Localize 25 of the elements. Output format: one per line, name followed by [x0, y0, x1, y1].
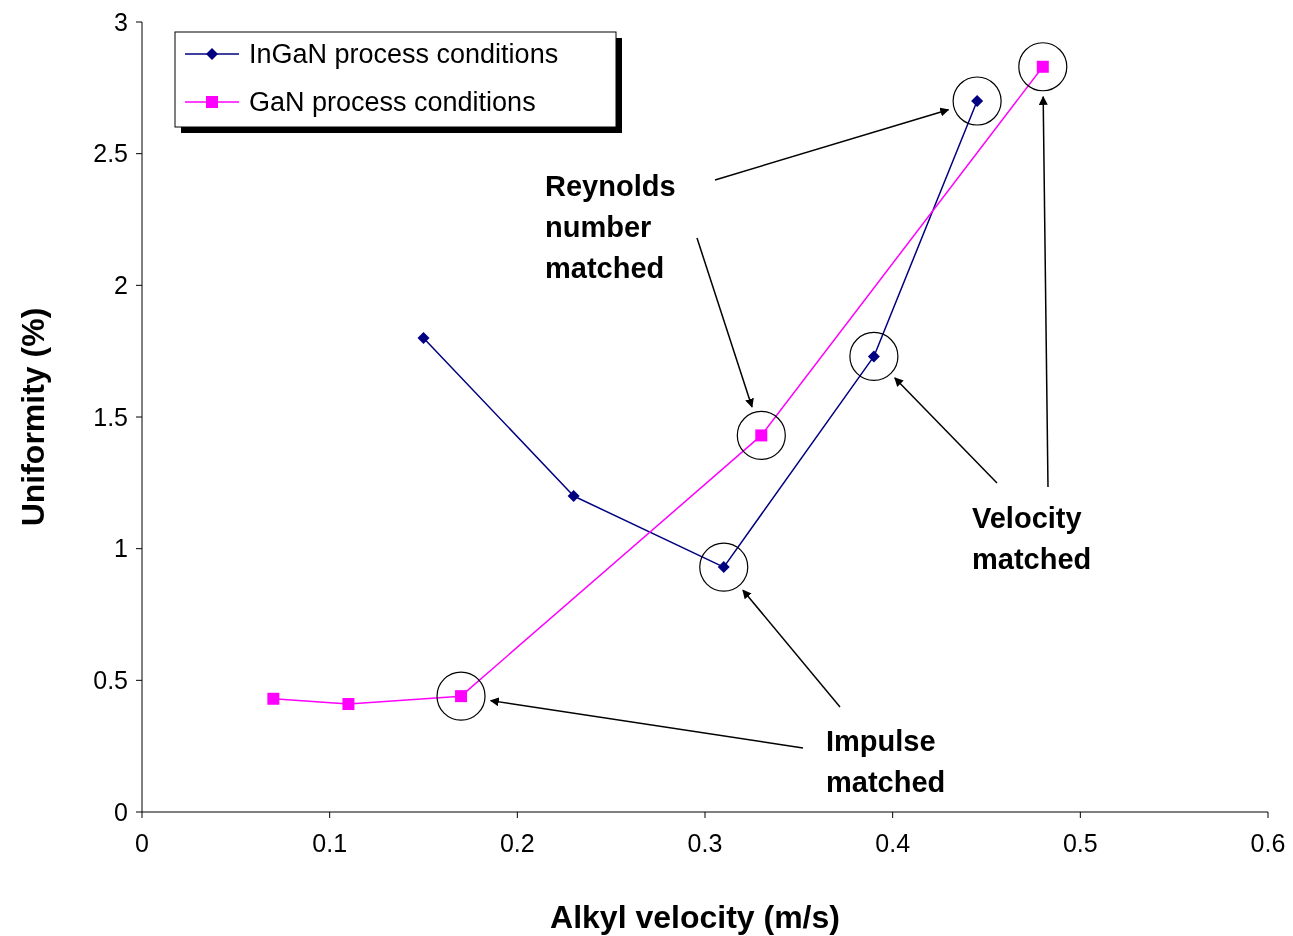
y-tick-label: 0	[114, 797, 128, 826]
y-tick-label: 1	[114, 534, 128, 563]
point	[342, 698, 355, 711]
legend-label: InGaN process conditions	[249, 39, 559, 70]
y-axis-title: Uniformity (%)	[15, 307, 51, 527]
y-tick-label: 0.5	[93, 666, 128, 695]
x-tick-label: 0.2	[499, 829, 535, 857]
point	[267, 692, 280, 705]
x-tick-label: 0.1	[312, 829, 348, 857]
annotation: Reynolds number matched	[545, 170, 676, 284]
y-tick-label: 2	[114, 271, 128, 300]
x-axis-title: Alkyl velocity (m/s)	[550, 899, 840, 935]
x-tick-label: 0.5	[1062, 829, 1098, 857]
point	[417, 332, 430, 344]
annotation: Impulse matched	[826, 725, 946, 798]
legend-label: GaN process conditions	[249, 87, 536, 118]
y-tick-label: 3	[114, 7, 128, 36]
annotation: Velocity matched	[972, 502, 1092, 575]
y-tick-label: 2.5	[93, 139, 128, 168]
x-tick-label: 0.3	[687, 829, 723, 857]
y-tick-label: 1.5	[93, 402, 128, 431]
point	[567, 490, 580, 502]
x-tick-label: 0	[135, 829, 149, 857]
x-tick-label: 0.4	[875, 829, 911, 857]
x-tick-label: 0.6	[1250, 829, 1286, 857]
